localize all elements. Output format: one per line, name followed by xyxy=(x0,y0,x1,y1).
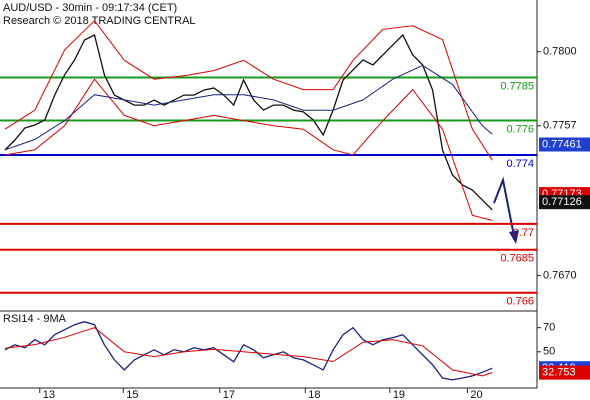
x-tick-label: 20 xyxy=(470,389,482,400)
y-tick-label: 0.7757 xyxy=(543,120,577,132)
price-tag-label: 0.77461 xyxy=(542,138,582,150)
x-tick-label: 19 xyxy=(393,389,405,400)
chart-subtitle: Research © 2018 TRADING CENTRAL xyxy=(3,15,196,27)
x-tick-label: 15 xyxy=(126,389,138,400)
y-tick-label: 0.7800 xyxy=(543,46,577,58)
series-line xyxy=(4,78,493,221)
price-tag xyxy=(539,365,590,380)
price-tag xyxy=(539,137,590,152)
projection-arrow xyxy=(493,176,515,237)
y-tick-label: 50 xyxy=(543,346,555,358)
level-label: 0.77 xyxy=(513,227,534,239)
series-line xyxy=(4,327,493,377)
x-tick-label: 18 xyxy=(308,389,320,400)
projection-arrowhead xyxy=(509,230,519,244)
x-tick-label: 17 xyxy=(223,389,235,400)
price-tag-label: 32.753 xyxy=(542,367,576,379)
price-tag-label: 0.77126 xyxy=(542,196,582,208)
series-line xyxy=(4,19,493,161)
chart-title: AUD/USD - 30min - 09:17:34 (CET) xyxy=(3,2,177,14)
price-tag xyxy=(539,195,590,210)
y-tick-label: 70 xyxy=(543,322,555,334)
level-label: 0.7785 xyxy=(500,80,534,92)
level-label: 0.7685 xyxy=(500,253,534,265)
x-tick-label: 13 xyxy=(43,389,55,400)
series-line xyxy=(4,33,493,211)
y-tick-label: 0.7670 xyxy=(543,269,577,281)
level-label: 0.776 xyxy=(506,123,534,135)
series-line xyxy=(4,64,493,151)
rsi-title: RSI14 - 9MA xyxy=(3,313,67,325)
level-label: 0.774 xyxy=(506,158,534,170)
level-label: 0.766 xyxy=(506,296,534,308)
